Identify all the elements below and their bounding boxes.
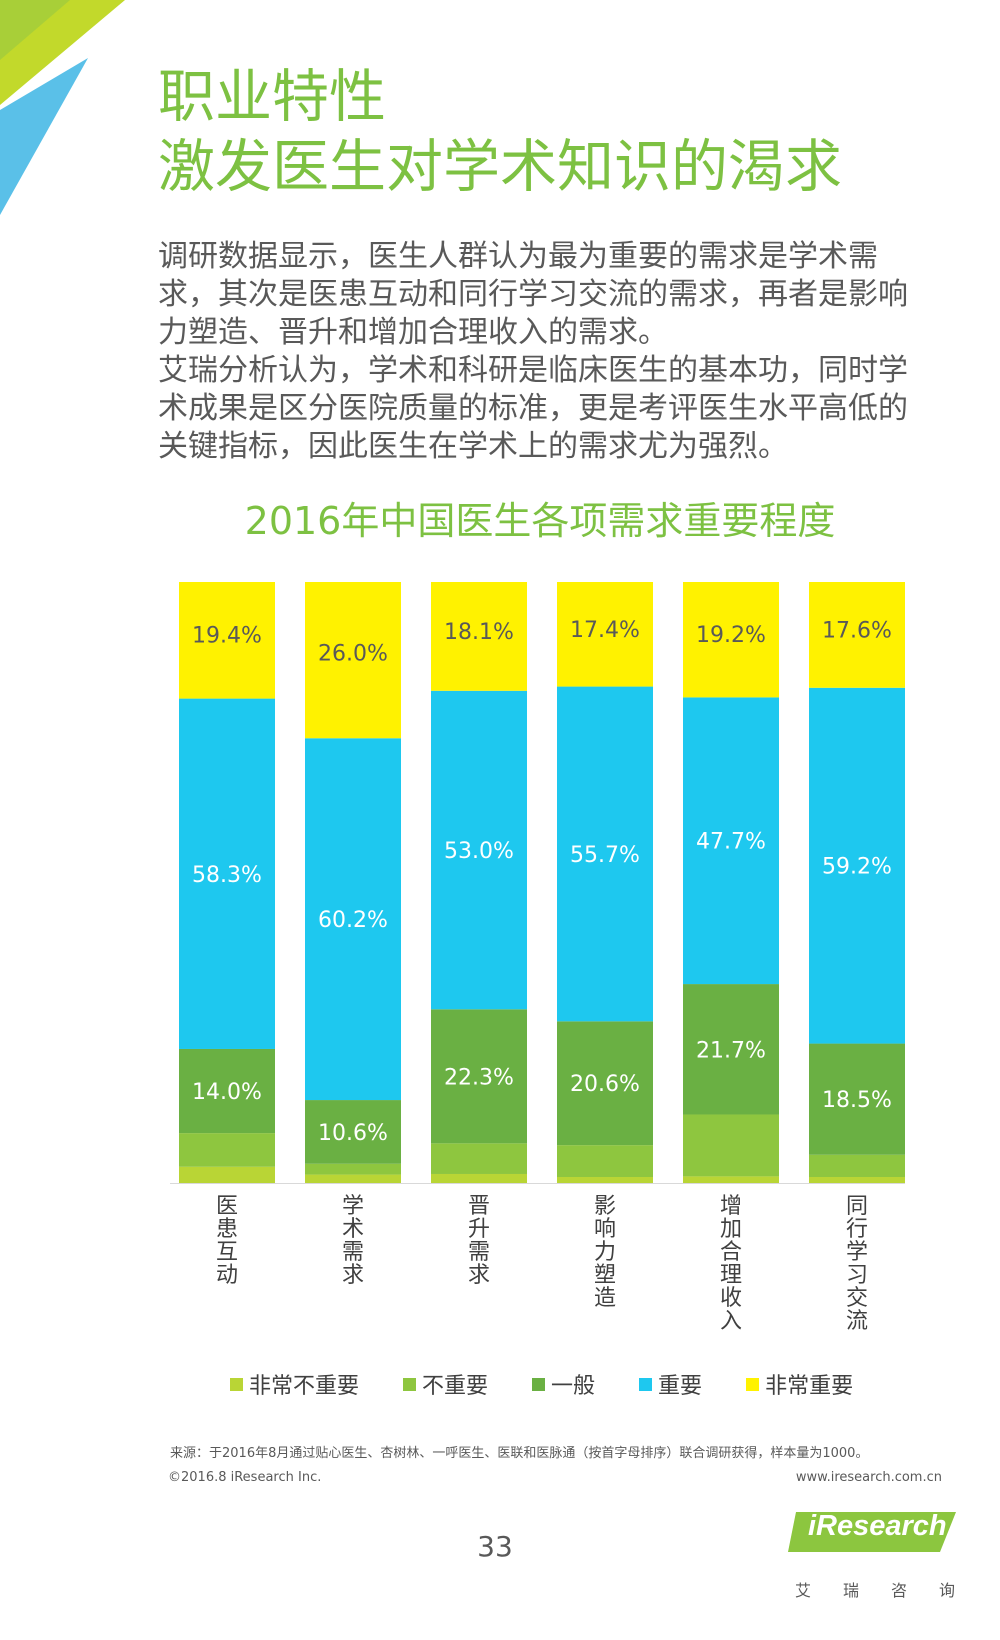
legend-label: 不重要 bbox=[422, 1374, 489, 1399]
data-label: 14.0% bbox=[192, 1080, 262, 1105]
legend-item: 非常重要 bbox=[746, 1368, 853, 1400]
bar-segment bbox=[179, 1048, 275, 1134]
bar-segment bbox=[809, 1043, 905, 1155]
source-note: 来源：于2016年8月通过贴心医生、杏树林、一呼医生、医联和医脉通（按首字母排序… bbox=[170, 1446, 869, 1461]
corner-decoration bbox=[0, 0, 125, 215]
data-label: 19.2% bbox=[696, 623, 766, 648]
title-line-1: 职业特性 bbox=[158, 64, 386, 130]
brand-sub-char: 询 bbox=[938, 1581, 955, 1600]
bar-segment bbox=[557, 686, 653, 1022]
intro-text: 调研数据显示，医生人群认为最为重要的需求是学术需求，其次是医患互动和同行学习交流… bbox=[158, 238, 918, 466]
title-line-2: 激发医生对学术知识的渴求 bbox=[158, 134, 842, 200]
brand-banner-icon bbox=[788, 1512, 956, 1552]
legend-label: 重要 bbox=[658, 1374, 703, 1399]
data-label: 60.2% bbox=[318, 908, 388, 933]
bar-segment bbox=[431, 582, 527, 691]
brand-subtitle: 艾 瑞 咨 询 bbox=[795, 1577, 955, 1601]
bar-segment bbox=[305, 1100, 401, 1164]
legend-item: 重要 bbox=[639, 1368, 702, 1400]
legend-label: 非常不重要 bbox=[249, 1374, 360, 1399]
legend-swatch bbox=[403, 1377, 417, 1391]
bar-segment bbox=[683, 1114, 779, 1177]
legend-item: 不重要 bbox=[403, 1368, 488, 1400]
data-label: 20.6% bbox=[570, 1072, 640, 1097]
bar-segment bbox=[179, 1133, 275, 1167]
data-label: 22.3% bbox=[444, 1065, 514, 1090]
legend-swatch bbox=[639, 1377, 653, 1391]
bar-segment bbox=[305, 1163, 401, 1175]
data-label: 21.7% bbox=[696, 1038, 766, 1063]
bar-segment bbox=[809, 1176, 905, 1183]
bar-segment bbox=[305, 738, 401, 1101]
legend-label: 一般 bbox=[551, 1374, 596, 1399]
intro-paragraph-2: 艾瑞分析认为，学术和科研是临床医生的基本功，同时学术成果是区分医院质量的标准，更… bbox=[158, 353, 908, 464]
bar-segment bbox=[431, 690, 527, 1010]
data-label: 18.1% bbox=[444, 620, 514, 645]
data-label: 53.0% bbox=[444, 839, 514, 864]
website-link[interactable]: www.iresearch.com.cn bbox=[795, 1470, 942, 1485]
category-label: 影响力塑造 bbox=[594, 1194, 616, 1311]
bar-segment bbox=[809, 582, 905, 688]
data-label: 59.2% bbox=[822, 855, 892, 880]
bar-segment bbox=[179, 698, 275, 1049]
bar-segment bbox=[683, 697, 779, 985]
bar-segment bbox=[431, 1143, 527, 1174]
bar-segment bbox=[305, 1174, 401, 1183]
category-label: 增加合理收入 bbox=[720, 1194, 742, 1334]
category-label: 同行学习交流 bbox=[846, 1194, 868, 1334]
data-label: 10.6% bbox=[318, 1121, 388, 1146]
bar-segment bbox=[557, 1021, 653, 1146]
bar-segment bbox=[557, 1145, 653, 1177]
legend-item: 非常不重要 bbox=[230, 1368, 359, 1400]
bar-segment bbox=[683, 582, 779, 698]
brand-sub-char: 瑞 bbox=[842, 1581, 859, 1600]
bar-segment bbox=[683, 984, 779, 1115]
legend-item: 一般 bbox=[532, 1368, 595, 1400]
data-label: 18.5% bbox=[822, 1088, 892, 1113]
legend-swatch bbox=[230, 1377, 243, 1391]
brand-sub-char: 咨 bbox=[890, 1581, 907, 1600]
chart-title: 2016年中国医生各项需求重要程度 bbox=[244, 499, 836, 543]
bar-segment bbox=[179, 1166, 275, 1183]
legend-label: 非常重要 bbox=[765, 1374, 854, 1399]
copyright: ©2016.8 iResearch Inc. bbox=[168, 1470, 322, 1485]
data-label: 17.4% bbox=[570, 618, 640, 643]
brand-name: iResearch bbox=[808, 1510, 947, 1542]
data-label: 17.6% bbox=[822, 619, 892, 644]
data-label: 47.7% bbox=[696, 830, 766, 855]
bar-segment bbox=[305, 582, 401, 739]
legend-swatch bbox=[532, 1377, 546, 1391]
bar-segment bbox=[557, 582, 653, 687]
data-label: 55.7% bbox=[570, 843, 640, 868]
brand-logo: iResearch bbox=[788, 1508, 956, 1568]
category-label: 医患互动 bbox=[216, 1194, 238, 1288]
intro-paragraph-1: 调研数据显示，医生人群认为最为重要的需求是学术需求，其次是医患互动和同行学习交流… bbox=[158, 239, 908, 350]
legend-swatch bbox=[746, 1377, 760, 1391]
bar-segment bbox=[809, 687, 905, 1044]
brand-sub-char: 艾 bbox=[795, 1581, 812, 1600]
category-label: 晋升需求 bbox=[468, 1194, 490, 1288]
page-title: 职业特性 激发医生对学术知识的渴求 bbox=[158, 62, 842, 202]
bar-segment bbox=[431, 1173, 527, 1183]
bar-segment bbox=[179, 582, 275, 699]
page-number: 33 bbox=[477, 1530, 513, 1563]
data-label: 19.4% bbox=[192, 623, 262, 648]
bar-segment bbox=[809, 1154, 905, 1177]
data-label: 26.0% bbox=[318, 641, 388, 666]
category-label: 学术需求 bbox=[342, 1194, 364, 1288]
bar-segment bbox=[431, 1009, 527, 1144]
bar-segment bbox=[557, 1176, 653, 1183]
chart-legend: 非常不重要 不重要 一般 重要 非常重要 bbox=[230, 1368, 897, 1400]
bar-segment bbox=[683, 1176, 779, 1183]
data-label: 58.3% bbox=[192, 863, 262, 888]
